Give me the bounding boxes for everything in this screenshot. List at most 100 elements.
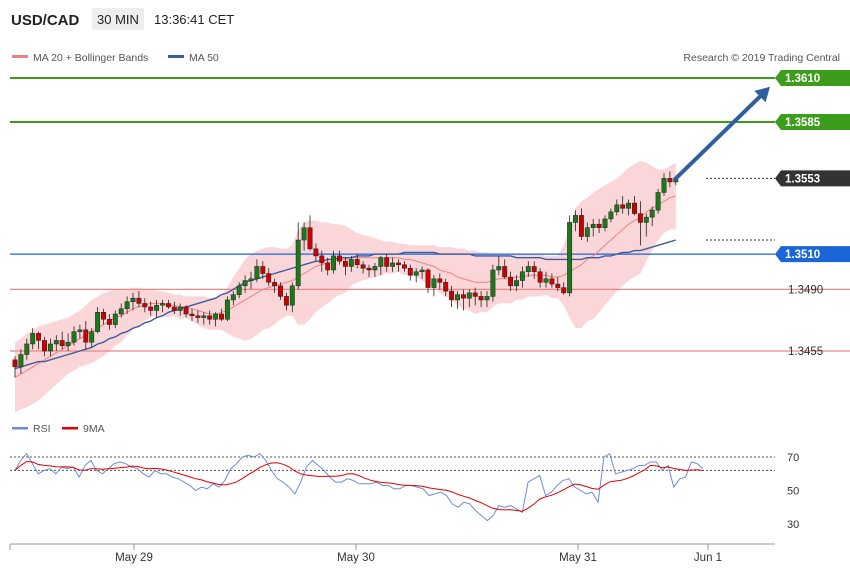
candle	[567, 215, 573, 297]
candle	[626, 199, 632, 216]
candle	[466, 289, 472, 307]
candle	[12, 356, 18, 378]
copyright-label: Research © 2019 Trading Central	[683, 52, 840, 64]
rsi-legend-label: RSI	[33, 423, 51, 435]
level-tag-text: 1.3585	[785, 117, 821, 129]
rsi-line	[14, 452, 704, 522]
chart-header: USD/CAD 30 MIN 13:36:41 CET	[11, 8, 234, 30]
candle	[177, 303, 183, 316]
candle	[578, 208, 584, 241]
candle	[502, 259, 508, 279]
candle	[65, 333, 71, 351]
candle	[460, 289, 466, 311]
candle	[449, 285, 455, 307]
candle	[519, 266, 525, 288]
candle	[366, 264, 372, 278]
candle	[378, 255, 384, 276]
candle	[661, 173, 667, 197]
candle	[319, 250, 325, 272]
bollinger-band-fill	[15, 160, 676, 413]
candle	[602, 215, 608, 232]
candle	[419, 266, 425, 279]
candle	[313, 243, 319, 262]
candle	[219, 308, 224, 322]
level-tag-1-3510: 1.3510	[775, 246, 850, 263]
level-tag-text: 1.3553	[785, 173, 820, 185]
candle	[189, 308, 195, 322]
candle	[478, 291, 484, 307]
time-axis: May 29 May 30 May 31 Jun 1	[9, 543, 775, 564]
candle	[283, 292, 289, 311]
candle	[224, 296, 230, 322]
legend-bollinger-swatch	[12, 55, 28, 58]
candle	[118, 303, 124, 318]
candle	[83, 321, 89, 350]
candle	[260, 261, 266, 279]
candle	[372, 262, 378, 278]
candle	[455, 291, 460, 309]
candle	[508, 271, 514, 292]
candle	[201, 312, 207, 325]
rsi-ma-legend-label: 9MA	[83, 423, 105, 435]
symbol-title: USD/CAD	[11, 12, 80, 29]
candle	[106, 314, 112, 330]
legend-ma50-swatch	[168, 55, 184, 58]
candle	[514, 275, 519, 292]
level-tags: 1.3610 1.3585 1.3553 1.3510	[775, 70, 850, 263]
level-tag-1-3553: 1.3553	[775, 170, 850, 187]
candle	[401, 261, 407, 272]
projection-arrow	[673, 86, 770, 181]
candle	[71, 326, 77, 346]
candle	[213, 312, 219, 327]
candle	[266, 268, 272, 286]
candle	[649, 206, 655, 226]
legend: MA 20 + Bollinger Bands MA 50 Research ©…	[12, 52, 840, 64]
candle	[325, 257, 331, 276]
candle	[254, 259, 260, 283]
candle	[171, 301, 177, 315]
level-tag-text: 1.3610	[785, 73, 820, 85]
candle	[47, 338, 53, 357]
rsi-ma-legend-swatch	[62, 427, 78, 430]
candle	[390, 257, 396, 272]
level-tag-text: 1.3510	[785, 249, 820, 261]
candle	[620, 196, 626, 214]
projection-arrow-head	[754, 86, 770, 103]
rsi-tick-50: 50	[787, 486, 799, 498]
candle	[531, 261, 537, 279]
rsi-legend-swatch	[12, 427, 28, 430]
candle	[484, 291, 490, 307]
candle	[101, 308, 106, 325]
rsi-panel: 30 50 70	[10, 452, 799, 531]
candle	[230, 291, 236, 306]
candle	[18, 349, 24, 374]
candle	[384, 254, 390, 272]
candle	[236, 282, 242, 299]
candle	[549, 273, 555, 288]
time-tick-label: Jun 1	[694, 552, 722, 564]
candle	[242, 275, 248, 293]
candle	[142, 298, 148, 313]
candle	[407, 264, 413, 281]
candle	[655, 188, 661, 214]
time-tick-label: May 29	[115, 552, 153, 564]
candle	[608, 208, 614, 223]
candle	[148, 301, 154, 316]
candle	[112, 310, 118, 329]
candle	[561, 282, 567, 295]
candle	[278, 282, 283, 300]
candle	[443, 278, 449, 297]
candle	[360, 261, 366, 274]
candle	[342, 257, 348, 276]
legend-ma50-label: MA 50	[189, 52, 219, 64]
candle	[667, 171, 673, 188]
candle	[413, 268, 419, 283]
candle	[643, 213, 649, 237]
candle	[490, 264, 496, 302]
candle	[289, 282, 295, 313]
time-tick-label: May 30	[337, 552, 375, 564]
candle	[207, 310, 213, 325]
candle	[537, 268, 543, 288]
candle	[590, 218, 596, 237]
